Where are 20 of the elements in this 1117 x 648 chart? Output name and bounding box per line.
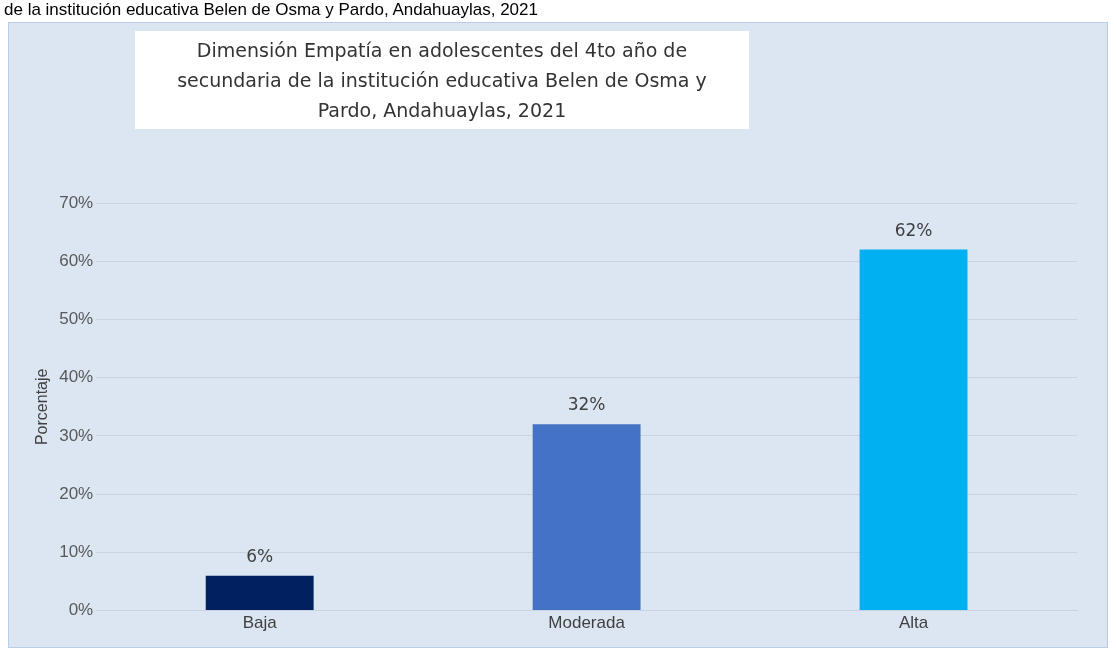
y-tick-label: 70% <box>59 192 94 212</box>
y-axis-title: Porcentaje <box>33 368 51 446</box>
y-tick-label: 40% <box>59 367 94 387</box>
text: de la institución educativa Belen de Osma y Pardo, Andahuaylas, 2021 <box>4 0 538 20</box>
x-tick-label: Alta <box>898 613 929 633</box>
y-tick-label: 20% <box>59 483 94 503</box>
data-label: 62% <box>894 219 933 240</box>
x-tick-label: Moderada <box>548 613 626 633</box>
x-tick-label: Baja <box>242 613 278 633</box>
chart-title: Dimensión Empatía en adolescentes del 4to año de secundaria de la institución educativa Belen de Osma y Pardo, Andahuaylas, 2021 <box>135 31 749 129</box>
data-label: 32% <box>567 394 606 415</box>
y-tick-label: 30% <box>59 425 94 445</box>
data-label: 6% <box>246 545 274 566</box>
bar <box>532 424 641 611</box>
y-tick-label: 50% <box>59 309 94 329</box>
bar <box>859 249 968 611</box>
y-tick-label: 60% <box>59 250 94 270</box>
bar <box>205 575 314 611</box>
y-tick-label: 10% <box>59 542 94 562</box>
y-tick-label: 0% <box>68 600 94 620</box>
